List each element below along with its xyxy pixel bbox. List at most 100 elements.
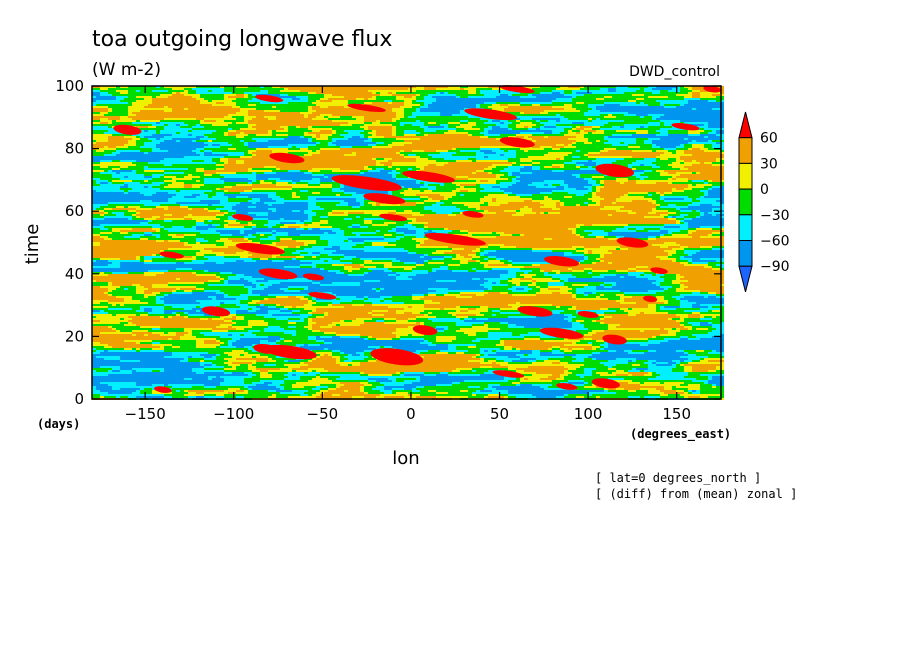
heatmap-cell xyxy=(204,172,216,174)
heatmap-cell xyxy=(216,208,232,210)
heatmap-cell xyxy=(668,256,680,258)
heatmap-cell xyxy=(200,150,204,152)
heatmap-cell xyxy=(448,264,460,266)
heatmap-cell xyxy=(136,348,140,350)
heatmap-cell xyxy=(564,162,576,164)
heatmap-cell xyxy=(380,288,384,290)
heatmap-cell xyxy=(228,154,244,156)
heatmap-cell xyxy=(328,378,336,380)
heatmap-cell xyxy=(140,200,152,202)
heatmap-cell xyxy=(276,242,304,244)
heatmap-cell xyxy=(448,126,456,128)
heatmap-cell xyxy=(264,298,268,300)
heatmap-cell xyxy=(288,182,292,184)
heatmap-cell xyxy=(364,202,368,204)
heatmap-cell xyxy=(296,126,300,128)
heatmap-cell xyxy=(448,312,480,314)
heatmap-cell xyxy=(120,168,144,170)
heatmap-cell xyxy=(344,306,388,308)
heatmap-cell xyxy=(116,296,132,298)
heatmap-cell xyxy=(92,328,112,330)
heatmap-cell xyxy=(688,358,700,360)
heatmap-cell xyxy=(372,168,376,170)
heatmap-cell xyxy=(720,186,724,188)
heatmap-cell xyxy=(136,136,140,138)
heatmap-cell xyxy=(240,294,260,296)
heatmap-cell xyxy=(176,332,188,334)
heatmap-cell xyxy=(92,128,116,130)
heatmap-cell xyxy=(636,182,656,184)
heatmap-cell xyxy=(308,322,316,324)
heatmap-cell xyxy=(104,146,108,148)
heatmap-cell xyxy=(616,374,628,376)
heatmap-cell xyxy=(160,370,164,372)
heatmap-cell xyxy=(256,302,308,304)
heatmap-cell xyxy=(588,252,592,254)
heatmap-cell xyxy=(504,168,520,170)
heatmap-cell xyxy=(100,94,112,96)
heatmap-cell xyxy=(416,96,424,98)
heatmap-cell xyxy=(172,292,192,294)
heatmap-cell xyxy=(576,164,584,166)
heatmap-cell xyxy=(384,238,400,240)
heatmap-cell xyxy=(696,378,708,380)
heatmap-cell xyxy=(488,210,504,212)
heatmap-cell xyxy=(316,338,364,340)
heatmap-cell xyxy=(148,334,160,336)
heatmap-cell xyxy=(696,172,700,174)
heatmap-cell xyxy=(444,126,448,128)
heatmap-cell xyxy=(484,264,488,266)
heatmap-cell xyxy=(676,288,684,290)
heatmap-cell xyxy=(232,334,240,336)
heatmap-cell xyxy=(476,88,492,90)
heatmap-cell xyxy=(720,314,724,316)
heatmap-cell xyxy=(468,310,488,312)
heatmap-cell xyxy=(252,98,260,100)
heatmap-cell xyxy=(172,110,240,112)
heatmap-cell xyxy=(168,248,204,250)
heatmap-cell xyxy=(276,208,308,210)
heatmap-cell xyxy=(284,128,288,130)
heatmap-cell xyxy=(692,326,712,328)
heatmap-cell xyxy=(100,234,132,236)
heatmap-cell xyxy=(524,354,528,356)
heatmap-cell xyxy=(636,102,640,104)
heatmap-cell xyxy=(588,258,596,260)
heatmap-cell xyxy=(676,106,724,108)
heatmap-cell xyxy=(708,140,712,142)
heatmap-cell xyxy=(656,300,668,302)
heatmap-cell xyxy=(676,258,680,260)
heatmap-cell xyxy=(720,138,724,140)
heatmap-cell xyxy=(96,316,128,318)
heatmap-cell xyxy=(508,324,516,326)
heatmap-cell xyxy=(500,154,504,156)
heatmap-cell xyxy=(476,160,508,162)
heatmap-cell xyxy=(396,176,408,178)
heatmap-cell xyxy=(704,162,712,164)
heatmap-cell xyxy=(636,276,660,278)
heatmap-cell xyxy=(664,224,688,226)
heatmap-cell xyxy=(544,196,548,198)
heatmap-cell xyxy=(460,184,476,186)
heatmap-cell xyxy=(688,280,724,282)
heatmap-cell xyxy=(256,206,308,208)
heatmap-cell xyxy=(436,338,456,340)
heatmap-cell xyxy=(220,160,228,162)
heatmap-cell xyxy=(280,218,284,220)
heatmap-cell xyxy=(712,378,724,380)
heatmap-cell xyxy=(208,318,212,320)
heatmap-cell xyxy=(404,112,412,114)
heatmap-cell xyxy=(544,184,548,186)
heatmap-cell xyxy=(236,212,248,214)
heatmap-cell xyxy=(428,134,468,136)
heatmap-cell xyxy=(332,132,336,134)
heatmap-cell xyxy=(340,246,352,248)
heatmap-cell xyxy=(664,234,672,236)
heatmap-cell xyxy=(376,160,388,162)
heatmap-cell xyxy=(636,212,648,214)
heatmap-cell xyxy=(248,374,256,376)
heatmap-cell xyxy=(92,216,104,218)
heatmap-cell xyxy=(196,256,204,258)
heatmap-cell xyxy=(680,336,688,338)
heatmap-cell xyxy=(224,162,228,164)
